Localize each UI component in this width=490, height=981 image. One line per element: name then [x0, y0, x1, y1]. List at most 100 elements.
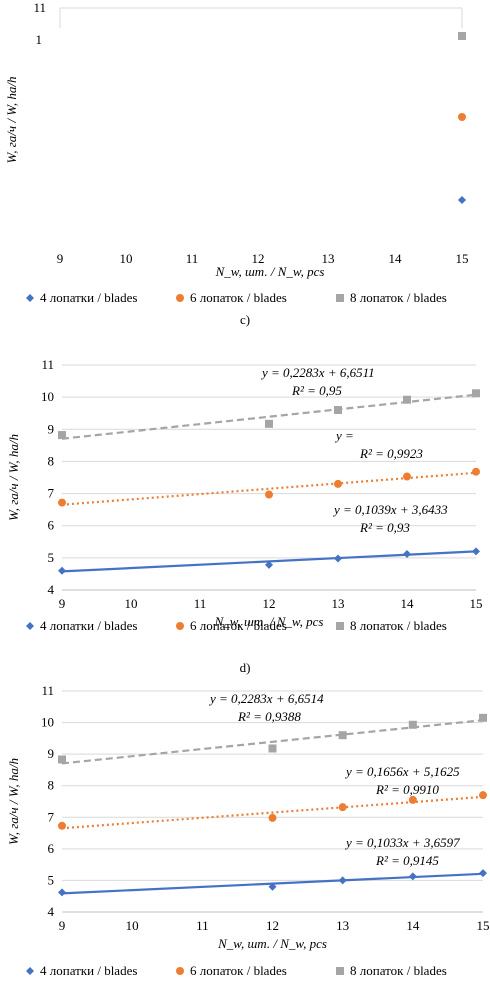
- x-tick-label: 14: [406, 918, 420, 933]
- data-point: [58, 431, 66, 440]
- trendline-3: [61, 719, 484, 765]
- x-tick-label: 10: [126, 918, 139, 933]
- data-point: [338, 731, 347, 740]
- data-point: [268, 813, 277, 822]
- x-tick-label: 9: [59, 596, 66, 611]
- y-tick-label: 4: [48, 582, 55, 597]
- data-point: [458, 113, 466, 121]
- data-point: [334, 406, 342, 414]
- chart-e: 4 5 6 7 8 9 10 11 9 10 11 12 13 14 15 y = 0,2283x + 6,6…: [6, 683, 490, 978]
- trendline-2: [61, 471, 477, 506]
- data-point: [265, 419, 273, 428]
- trend-equation: R² = 0,9388: [237, 709, 301, 724]
- trend-equation: R² = 0,9923: [359, 446, 423, 461]
- data-point: [408, 720, 417, 729]
- y-tick-label: 5: [48, 550, 55, 565]
- x-tick-label: 14: [389, 251, 403, 266]
- y-axis-title: W, га/ч / W, ha/h: [4, 77, 19, 164]
- legend-marker-1: [26, 294, 34, 302]
- data-point: [479, 869, 487, 878]
- trend-equation: y = 0,2283x + 6,6514: [208, 691, 324, 706]
- data-point: [58, 755, 66, 764]
- legend-marker-3: [336, 622, 344, 630]
- x-tick-label: 14: [401, 596, 415, 611]
- data-point: [472, 547, 480, 556]
- data-point: [58, 821, 66, 830]
- y-axis-title: W, га/ч / W, ha/h: [6, 758, 21, 845]
- y-axis-title: W, га/ч / W, ha/h: [6, 434, 21, 521]
- data-point: [58, 498, 66, 507]
- y-tick-label: 8: [48, 778, 55, 793]
- x-tick-label: 12: [266, 918, 279, 933]
- data-point: [334, 479, 342, 488]
- data-point: [479, 791, 487, 800]
- data-point: [338, 876, 347, 885]
- y-tick-label: 11: [41, 683, 54, 698]
- legend-label-2: 6 лопаток / blades: [190, 618, 287, 633]
- legend-label-1: 4 лопатки / blades: [40, 290, 137, 305]
- y-tick-label: 4: [48, 904, 55, 919]
- legend-label-1: 4 лопатки / blades: [40, 618, 137, 633]
- trend-equation: R² = 0,95: [291, 383, 342, 398]
- x-axis-title: N_w, шт. / N_w, pcs: [217, 936, 327, 951]
- trend-equation: y = 0,1033x + 3,6597: [344, 835, 460, 850]
- y-tick-label: 6: [48, 518, 55, 533]
- y-tick-label: 11: [41, 357, 54, 372]
- y-tick-label: 7: [48, 809, 55, 824]
- y-tick-label: 1: [36, 32, 43, 47]
- trend-equation: y = 0,2283x + 6,6511: [260, 365, 375, 380]
- x-tick-label: 11: [186, 251, 199, 266]
- legend-label-2: 6 лопаток / blades: [190, 290, 287, 305]
- caption-d: d): [239, 660, 251, 675]
- y-tick-label: 7: [48, 486, 55, 501]
- legend-marker-3: [336, 294, 344, 302]
- data-point: [265, 490, 273, 499]
- x-tick-label: 13: [322, 251, 335, 266]
- x-tick-label: 13: [336, 918, 349, 933]
- legend-label-3: 8 лопаток / blades: [350, 618, 447, 633]
- data-point: [458, 196, 466, 204]
- x-axis-title: N_w, шт. / N_w, pcs: [215, 264, 325, 279]
- data-point: [268, 882, 277, 891]
- legend-marker-1: [26, 967, 34, 975]
- x-tick-label: 10: [125, 596, 138, 611]
- legend-label-3: 8 лопаток / blades: [350, 963, 447, 978]
- trend-equation: y =: [334, 428, 354, 443]
- trend-equation: R² = 0,93: [359, 520, 410, 535]
- trend-equation: y = 0,1039x + 3,6433: [332, 502, 448, 517]
- y-tick-label: 11: [33, 0, 46, 15]
- trendline-2: [61, 795, 484, 830]
- data-point: [58, 566, 66, 575]
- data-point: [458, 32, 466, 40]
- legend-label-2: 6 лопаток / blades: [190, 963, 287, 978]
- x-tick-label: 12: [263, 596, 276, 611]
- y-tick-label: 9: [48, 421, 55, 436]
- data-point: [472, 389, 480, 398]
- x-tick-label: 10: [120, 251, 133, 266]
- chart-d: 4 5 6 7 8 9 10 11 9 10 11 12 13 14 15 y = 0,2283x + 6,6…: [6, 357, 483, 633]
- x-tick-label: 15: [477, 918, 490, 933]
- trendline-3: [61, 393, 477, 440]
- y-tick-label: 9: [48, 746, 55, 761]
- legend-label-1: 4 лопатки / blades: [40, 963, 137, 978]
- x-tick-label: 9: [57, 251, 64, 266]
- data-point: [472, 467, 480, 476]
- x-tick-label: 13: [332, 596, 345, 611]
- data-point: [479, 713, 487, 722]
- x-axis-title: N_w, шт. / N_w, pcs: [214, 614, 324, 629]
- data-point: [265, 560, 273, 569]
- y-tick-label: 10: [41, 715, 54, 730]
- legend-marker-2: [176, 622, 184, 630]
- legend-marker-1: [26, 622, 34, 630]
- data-point: [403, 472, 411, 481]
- y-tick-label: 5: [48, 872, 55, 887]
- data-point: [58, 888, 66, 897]
- x-tick-label: 11: [194, 596, 207, 611]
- data-point: [403, 550, 411, 558]
- y-tick-label: 8: [48, 453, 55, 468]
- x-tick-label: 9: [59, 918, 66, 933]
- x-tick-label: 11: [196, 918, 209, 933]
- y-tick-label: 6: [48, 841, 55, 856]
- legend-marker-2: [176, 967, 184, 975]
